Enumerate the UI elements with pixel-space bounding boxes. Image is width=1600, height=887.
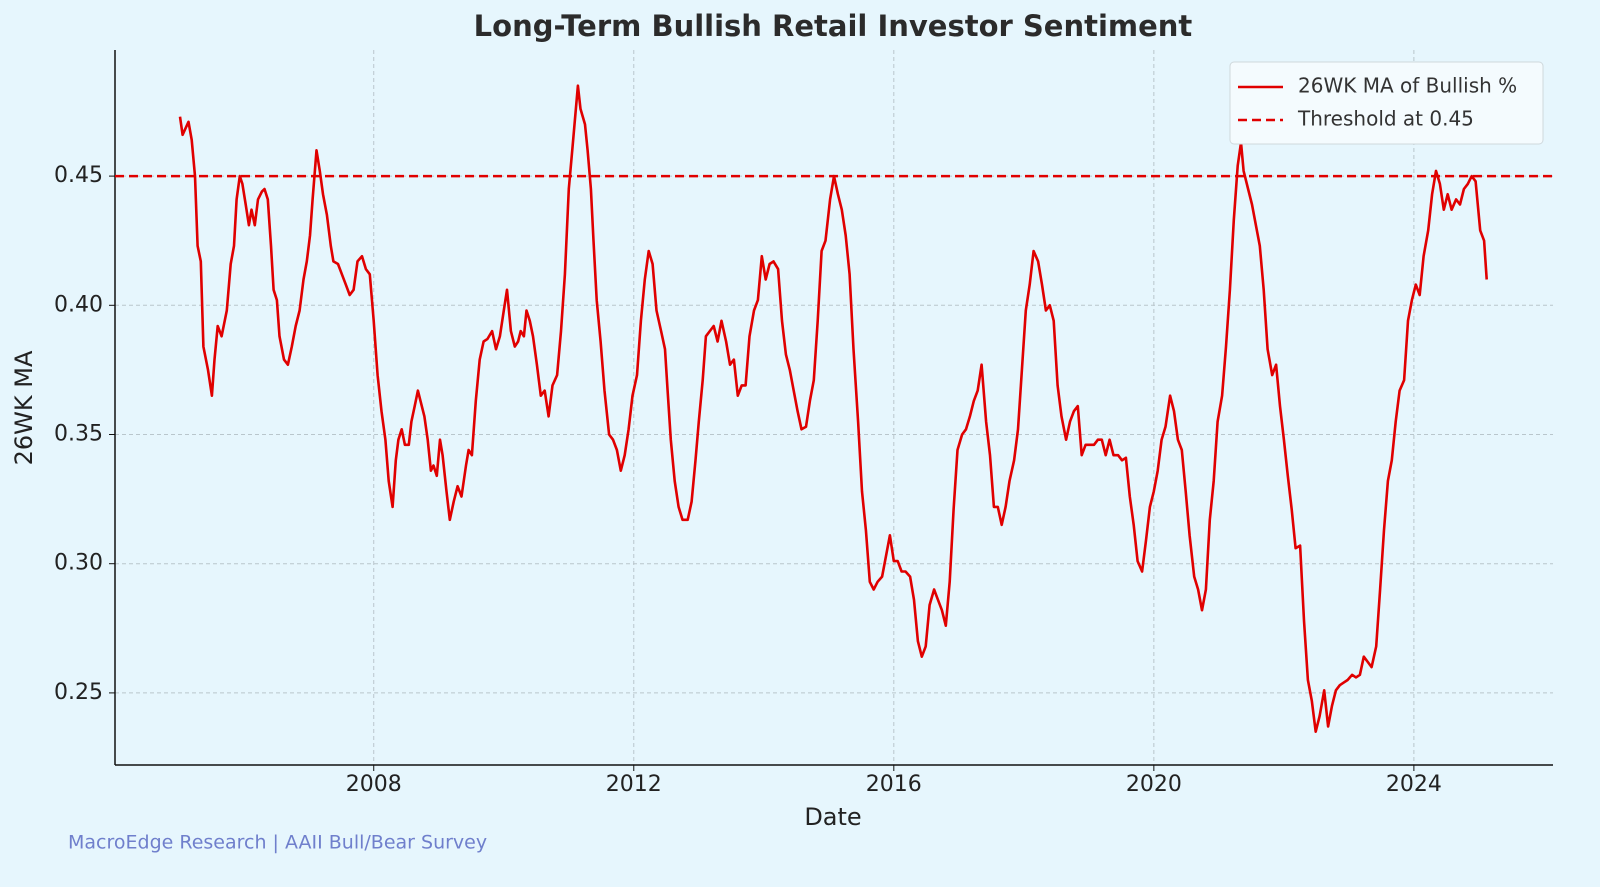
legend-box [1229, 61, 1544, 145]
x-tick-label: 2016 [866, 772, 922, 797]
x-tick-label: 2012 [606, 772, 662, 797]
y-tick-label: 0.30 [54, 551, 103, 576]
legend-label: 26WK MA of Bullish % [1298, 74, 1517, 98]
legend-label: Threshold at 0.45 [1297, 107, 1474, 131]
x-axis-label: Date [804, 803, 861, 831]
y-tick-label: 0.45 [54, 163, 103, 188]
y-tick-label: 0.35 [54, 422, 103, 447]
y-axis-label: 26WK MA [10, 350, 38, 465]
y-tick-label: 0.25 [54, 680, 103, 705]
y-tick-label: 0.40 [54, 292, 103, 317]
x-tick-label: 2024 [1386, 772, 1442, 797]
x-tick-label: 2008 [346, 772, 402, 797]
chart-title: Long-Term Bullish Retail Investor Sentim… [474, 9, 1193, 43]
x-tick-label: 2020 [1126, 772, 1182, 797]
data-line [178, 84, 1488, 733]
source-note: MacroEdge Research | AAII Bull/Bear Surv… [68, 832, 487, 854]
